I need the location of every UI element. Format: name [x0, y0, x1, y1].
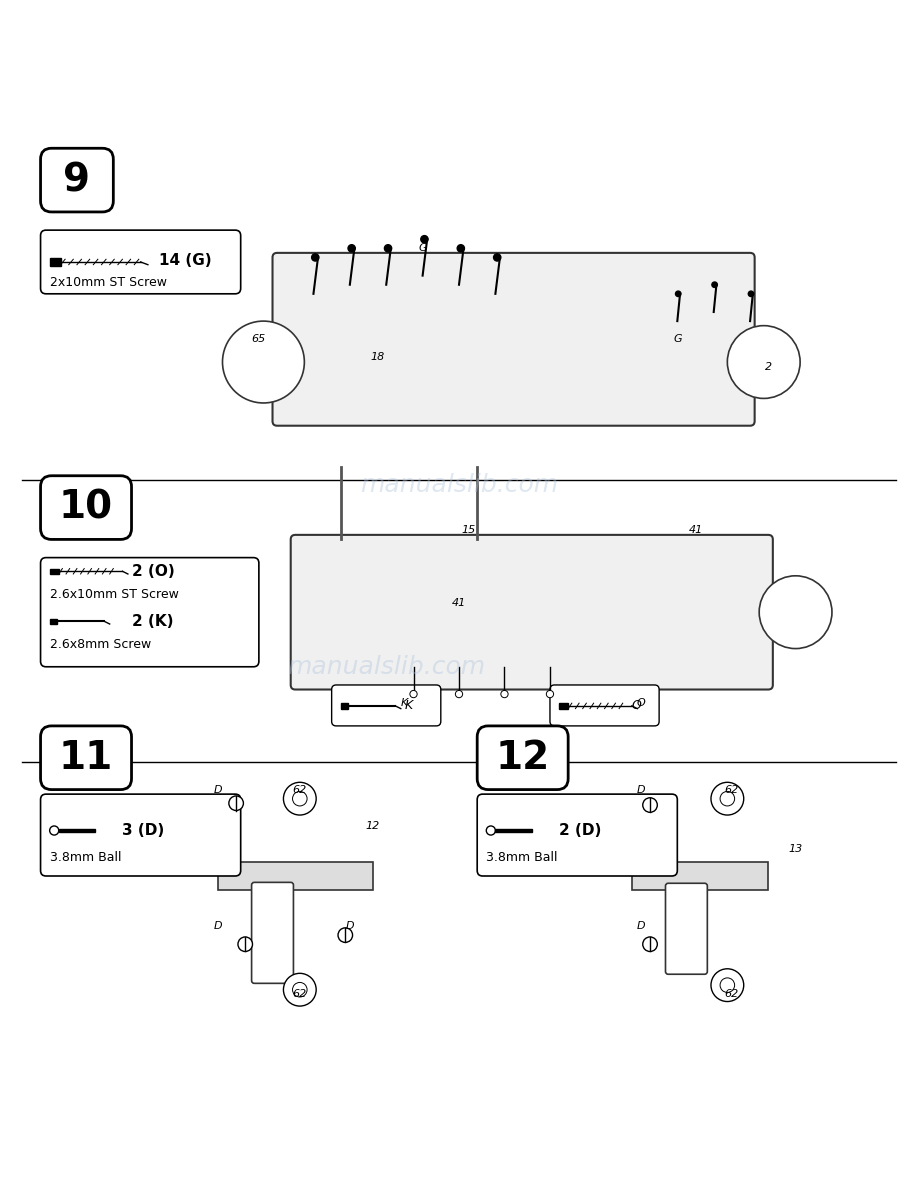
- Text: 3 (D): 3 (D): [122, 823, 164, 838]
- Circle shape: [238, 937, 252, 952]
- Text: 14 (G): 14 (G): [159, 253, 211, 267]
- Text: 12: 12: [496, 739, 550, 777]
- Text: manualslib.com: manualslib.com: [287, 655, 486, 678]
- Text: 2.6x10mm ST Screw: 2.6x10mm ST Screw: [50, 588, 178, 600]
- FancyBboxPatch shape: [666, 883, 708, 974]
- Text: 41: 41: [452, 598, 466, 608]
- Text: K: K: [405, 700, 413, 713]
- Text: 62: 62: [725, 990, 739, 999]
- Polygon shape: [632, 862, 768, 890]
- Text: 15: 15: [461, 525, 476, 536]
- Circle shape: [711, 783, 744, 815]
- FancyBboxPatch shape: [477, 794, 677, 876]
- Text: 62: 62: [293, 784, 307, 795]
- FancyBboxPatch shape: [40, 148, 113, 211]
- FancyBboxPatch shape: [273, 253, 755, 425]
- FancyBboxPatch shape: [40, 475, 131, 539]
- FancyBboxPatch shape: [40, 230, 241, 293]
- Circle shape: [457, 245, 465, 252]
- Text: 2x10mm ST Screw: 2x10mm ST Screw: [50, 277, 167, 290]
- Text: 2 (D): 2 (D): [559, 823, 601, 838]
- FancyBboxPatch shape: [477, 726, 568, 790]
- Text: 10: 10: [59, 488, 113, 526]
- Circle shape: [759, 576, 832, 649]
- Bar: [59, 829, 95, 833]
- Circle shape: [748, 291, 754, 297]
- Text: 12: 12: [365, 821, 380, 830]
- Bar: [50, 569, 59, 574]
- Text: 9: 9: [63, 162, 91, 200]
- Text: D: D: [214, 921, 222, 931]
- Circle shape: [487, 826, 496, 835]
- Circle shape: [284, 973, 316, 1006]
- Text: 2.6x8mm Screw: 2.6x8mm Screw: [50, 638, 151, 651]
- Circle shape: [222, 321, 305, 403]
- Polygon shape: [218, 862, 373, 890]
- Text: 13: 13: [789, 843, 802, 854]
- Bar: [50, 619, 57, 624]
- Circle shape: [494, 254, 501, 261]
- Bar: [496, 829, 532, 833]
- Text: 3.8mm Ball: 3.8mm Ball: [50, 852, 121, 865]
- Text: D: D: [636, 921, 645, 931]
- Circle shape: [643, 937, 657, 952]
- Bar: [50, 258, 61, 266]
- Text: G: G: [673, 334, 682, 345]
- Text: 3.8mm Ball: 3.8mm Ball: [487, 852, 558, 865]
- Circle shape: [409, 690, 417, 697]
- FancyBboxPatch shape: [40, 726, 131, 790]
- Circle shape: [293, 982, 308, 997]
- Text: O: O: [632, 700, 642, 713]
- Text: 11: 11: [59, 739, 113, 777]
- Text: G: G: [419, 244, 427, 253]
- Circle shape: [711, 968, 744, 1001]
- Text: 18: 18: [370, 353, 385, 362]
- Circle shape: [348, 245, 355, 252]
- Circle shape: [229, 796, 243, 810]
- Circle shape: [643, 798, 657, 813]
- Circle shape: [385, 245, 392, 252]
- FancyBboxPatch shape: [331, 685, 441, 726]
- Circle shape: [311, 254, 319, 261]
- Circle shape: [711, 282, 717, 287]
- Text: 41: 41: [688, 525, 702, 536]
- FancyBboxPatch shape: [252, 883, 294, 984]
- FancyBboxPatch shape: [550, 685, 659, 726]
- Text: 2 (O): 2 (O): [131, 564, 174, 579]
- FancyBboxPatch shape: [291, 535, 773, 689]
- Text: D: D: [214, 784, 222, 795]
- Bar: [341, 703, 348, 708]
- Text: 65: 65: [252, 334, 266, 345]
- FancyBboxPatch shape: [40, 557, 259, 666]
- Circle shape: [676, 291, 681, 297]
- Text: D: D: [636, 784, 645, 795]
- FancyBboxPatch shape: [40, 794, 241, 876]
- Text: 2 (K): 2 (K): [131, 614, 173, 628]
- Circle shape: [720, 791, 734, 805]
- Text: D: D: [345, 921, 354, 931]
- Circle shape: [720, 978, 734, 992]
- Text: K: K: [401, 699, 408, 708]
- Text: O: O: [636, 699, 645, 708]
- Circle shape: [293, 791, 308, 805]
- Circle shape: [455, 690, 463, 697]
- Circle shape: [420, 235, 428, 242]
- Text: manualslib.com: manualslib.com: [360, 473, 558, 497]
- Circle shape: [338, 928, 353, 942]
- Circle shape: [50, 826, 59, 835]
- Circle shape: [501, 690, 509, 697]
- Text: 2: 2: [765, 361, 772, 372]
- Circle shape: [284, 783, 316, 815]
- Bar: [559, 703, 568, 708]
- Circle shape: [727, 326, 800, 398]
- Text: 62: 62: [293, 990, 307, 999]
- Text: 62: 62: [725, 784, 739, 795]
- Circle shape: [546, 690, 554, 697]
